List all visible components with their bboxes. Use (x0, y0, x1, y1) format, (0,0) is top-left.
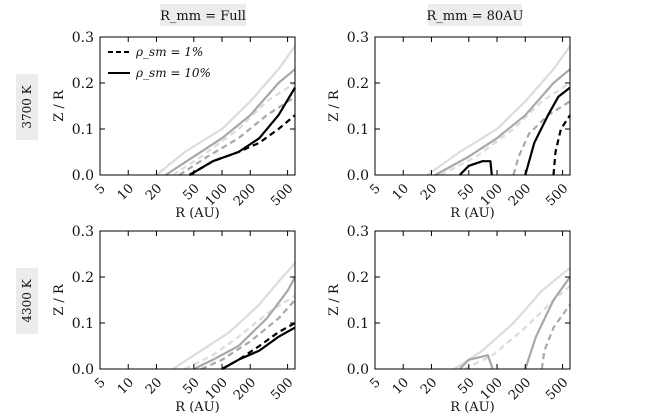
x-axis-label: R (AU) (450, 400, 494, 415)
y-axis-label: Z / R (327, 89, 342, 122)
y-tick-label: 0.0 (347, 168, 369, 184)
series-line (453, 266, 571, 370)
column-header-box (428, 4, 522, 26)
x-tick-label: 200 (506, 375, 534, 403)
y-tick-label: 0.2 (347, 76, 369, 92)
x-tick-label: 500 (268, 181, 296, 209)
x-tick-label: 10 (390, 181, 412, 203)
y-tick-label: 0.3 (347, 30, 369, 46)
y-tick-label: 0.2 (72, 270, 94, 286)
column-header-text: R_mm = Full (160, 9, 246, 24)
row-label-3700k: 3700 K (16, 74, 38, 140)
x-tick-label: 20 (418, 375, 440, 397)
axes-frame (374, 36, 571, 176)
series-line (155, 45, 296, 176)
x-tick-label: 20 (418, 181, 440, 203)
x-tick-label: 200 (506, 181, 534, 209)
x-tick-label: 500 (543, 181, 571, 209)
x-axis-label: R (AU) (175, 206, 219, 221)
row-label-box (16, 268, 38, 334)
series-line (188, 87, 296, 176)
x-tick-label: 500 (268, 375, 296, 403)
y-axis-label: Z / R (327, 283, 342, 316)
row-label-4300k: 4300 K (16, 268, 38, 334)
axes-frame (374, 230, 571, 370)
series-line (426, 45, 571, 176)
y-axis-label: Z / R (52, 89, 67, 122)
axes-frame (99, 36, 296, 176)
x-tick-label: 20 (143, 181, 165, 203)
x-tick-label: 5 (367, 375, 383, 391)
series-line (512, 100, 571, 176)
y-tick-label: 0.1 (347, 316, 369, 332)
y-axis-label: Z / R (52, 283, 67, 316)
x-axis-label: R (AU) (450, 206, 494, 221)
legend-label-10pct: ρ_sm = 10% (135, 66, 211, 80)
row-label-text: 3700 K (20, 84, 34, 128)
x-tick-label: 200 (231, 181, 259, 209)
series-line (458, 160, 493, 176)
y-tick-label: 0.3 (347, 224, 369, 240)
x-tick-label: 5 (367, 181, 383, 197)
y-tick-label: 0.3 (72, 30, 94, 46)
y-tick-label: 0.1 (347, 122, 369, 138)
series-line (540, 303, 571, 370)
series-line (464, 285, 571, 370)
x-tick-label: 50 (180, 181, 202, 203)
x-tick-label: 500 (543, 375, 571, 403)
row-label-text: 4300 K (20, 278, 34, 322)
y-tick-label: 0.0 (72, 168, 94, 184)
series-line (434, 68, 571, 176)
x-tick-label: 200 (231, 375, 259, 403)
x-tick-label: 50 (455, 181, 477, 203)
column-header-text: R_mm = 80AU (427, 9, 524, 24)
column-header-box (160, 4, 246, 26)
series-line (200, 299, 296, 371)
y-tick-label: 0.0 (347, 362, 369, 378)
x-tick-label: 5 (92, 375, 108, 391)
series-line (193, 276, 296, 370)
series-line (221, 322, 296, 370)
x-tick-label: 10 (115, 375, 137, 397)
y-tick-label: 0.1 (72, 122, 94, 138)
x-tick-label: 10 (390, 375, 412, 397)
column-header-full: R_mm = Full (160, 4, 246, 26)
y-tick-label: 0.2 (347, 270, 369, 286)
series-line (172, 82, 296, 176)
series-line (188, 114, 296, 176)
y-tick-label: 0.0 (72, 362, 94, 378)
legend-label-1pct: ρ_sm = 1% (135, 45, 203, 59)
series-line (164, 68, 296, 176)
series-line (552, 114, 571, 176)
x-tick-label: 10 (115, 181, 137, 203)
x-tick-label: 20 (143, 375, 165, 397)
row-label-box (16, 74, 38, 140)
x-tick-label: 50 (180, 375, 202, 397)
y-tick-label: 0.1 (72, 316, 94, 332)
x-axis-label: R (AU) (175, 400, 219, 415)
column-header-80au: R_mm = 80AU (427, 4, 524, 26)
series-line (178, 95, 296, 176)
y-tick-label: 0.3 (72, 224, 94, 240)
y-tick-label: 0.2 (72, 76, 94, 92)
x-tick-label: 50 (455, 375, 477, 397)
legend: ρ_sm = 1% ρ_sm = 10% (108, 45, 211, 80)
axes-frame (99, 230, 296, 370)
series-line (172, 262, 296, 370)
series-line (524, 86, 571, 176)
x-tick-label: 5 (92, 181, 108, 197)
series-line (524, 276, 571, 370)
series-line (458, 354, 494, 370)
